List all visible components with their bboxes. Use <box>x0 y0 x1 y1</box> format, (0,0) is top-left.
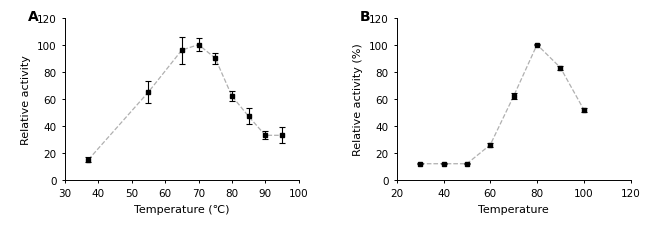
Y-axis label: Relative activity (%): Relative activity (%) <box>353 43 363 155</box>
Text: A: A <box>27 10 38 24</box>
Text: B: B <box>359 10 370 24</box>
X-axis label: Temperature (℃): Temperature (℃) <box>134 204 229 214</box>
X-axis label: Temperature: Temperature <box>478 204 549 214</box>
Y-axis label: Relative activity: Relative activity <box>21 55 31 144</box>
